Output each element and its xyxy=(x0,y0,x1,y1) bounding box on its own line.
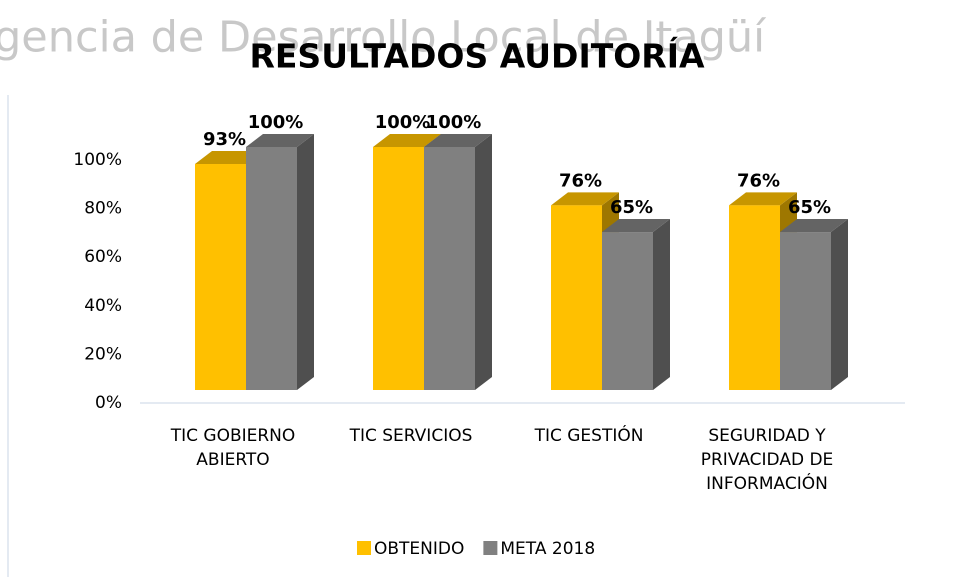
legend-swatch xyxy=(483,541,498,555)
watermark: gencia de Desarrollo Local de Itagüí xyxy=(0,13,767,63)
bar xyxy=(602,232,653,390)
value-label: 100% xyxy=(426,112,482,133)
bar-side xyxy=(297,134,314,390)
bar-top xyxy=(373,134,441,147)
x-tick-label: SEGURIDAD Y PRIVACIDAD DE INFORMACIÓN xyxy=(700,426,834,494)
y-tick-label: 20% xyxy=(84,344,122,364)
chart-title: RESULTADOS AUDITORÍA xyxy=(249,36,705,76)
bar xyxy=(246,147,297,390)
value-label: 76% xyxy=(559,170,602,191)
bar xyxy=(780,232,831,390)
bar-top xyxy=(246,134,314,147)
y-tick-label: 40% xyxy=(84,296,122,316)
bar-top xyxy=(780,219,848,233)
y-tick-label: 0% xyxy=(95,393,122,413)
value-label: 100% xyxy=(248,112,304,133)
legend-label: META 2018 xyxy=(500,539,595,559)
bar-top xyxy=(551,192,619,206)
bar-side xyxy=(475,134,492,390)
bar xyxy=(729,205,780,390)
y-tick-label: 100% xyxy=(73,150,122,170)
x-tick-label: TIC SERVICIOS xyxy=(349,426,473,446)
y-tick-label: 60% xyxy=(84,247,122,267)
bar xyxy=(551,205,602,390)
value-label: 65% xyxy=(788,197,831,218)
x-tick-label: TIC GESTIÓN xyxy=(534,426,644,446)
bar-top xyxy=(729,192,797,206)
bar-top xyxy=(602,219,670,233)
value-label: 65% xyxy=(610,197,653,218)
bar xyxy=(373,147,424,390)
legend-label: OBTENIDO xyxy=(374,539,464,559)
bar-top xyxy=(424,134,492,147)
bar-side xyxy=(653,219,670,390)
x-tick-label: TIC GOBIERNO ABIERTO xyxy=(170,426,296,470)
value-label: 100% xyxy=(375,112,431,133)
legend-swatch xyxy=(357,541,371,555)
value-label: 93% xyxy=(203,129,246,150)
y-tick-label: 80% xyxy=(84,199,122,219)
bar xyxy=(424,147,475,390)
bar-side xyxy=(831,219,848,390)
value-label: 76% xyxy=(737,170,780,191)
bar xyxy=(195,164,246,390)
